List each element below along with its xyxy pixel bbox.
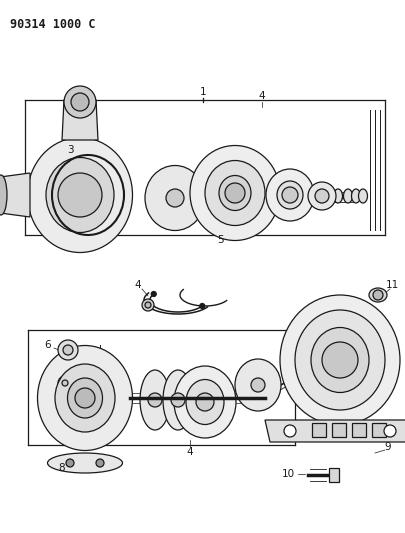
Circle shape [64,86,96,118]
Polygon shape [0,173,30,217]
Ellipse shape [174,366,236,438]
Text: 9: 9 [385,442,391,452]
Circle shape [66,459,74,467]
Circle shape [58,173,102,217]
Circle shape [251,378,265,392]
Ellipse shape [295,310,385,410]
Circle shape [384,425,396,437]
Ellipse shape [38,345,132,450]
Text: 7: 7 [42,378,48,388]
Circle shape [63,345,73,355]
Circle shape [196,393,214,411]
Circle shape [71,93,89,111]
Circle shape [58,340,78,360]
Text: 5: 5 [217,235,223,245]
Text: 90314 1000 C: 90314 1000 C [10,18,96,31]
Polygon shape [62,100,98,140]
Ellipse shape [145,166,205,230]
Circle shape [96,459,104,467]
Text: 4: 4 [187,447,193,457]
Bar [312,423,326,437]
Circle shape [373,290,383,300]
Ellipse shape [235,359,281,411]
Ellipse shape [205,160,265,225]
Bar [352,423,366,437]
Ellipse shape [333,189,343,203]
Text: 2: 2 [82,160,88,170]
Text: 6: 6 [45,340,51,350]
Bar [332,423,346,437]
Ellipse shape [140,370,170,430]
Ellipse shape [47,453,122,473]
Circle shape [145,302,151,308]
Ellipse shape [190,146,280,240]
Ellipse shape [186,379,224,424]
Circle shape [200,303,205,309]
Circle shape [171,393,185,407]
Bar [329,468,339,482]
Ellipse shape [163,370,193,430]
Circle shape [62,380,68,386]
Circle shape [58,376,72,390]
Text: 4: 4 [135,280,141,290]
Ellipse shape [369,288,387,302]
Ellipse shape [28,138,132,253]
Ellipse shape [55,364,115,432]
Circle shape [225,183,245,203]
Ellipse shape [343,189,352,203]
Ellipse shape [311,327,369,392]
Circle shape [282,187,298,203]
Ellipse shape [0,175,7,215]
Ellipse shape [277,181,303,209]
Ellipse shape [219,175,251,211]
Ellipse shape [358,189,367,203]
Text: 4: 4 [259,91,265,101]
Circle shape [148,393,162,407]
Circle shape [142,299,154,311]
Circle shape [151,292,156,296]
Circle shape [75,388,95,408]
Text: 10: 10 [281,469,294,479]
Text: 1: 1 [200,87,206,97]
Text: 11: 11 [386,280,399,290]
Ellipse shape [280,295,400,425]
Circle shape [284,425,296,437]
Circle shape [308,182,336,210]
Ellipse shape [352,189,360,203]
Ellipse shape [68,378,102,418]
Circle shape [322,342,358,378]
Text: 3: 3 [67,145,73,155]
Circle shape [166,189,184,207]
Ellipse shape [46,157,114,232]
Circle shape [315,189,329,203]
Ellipse shape [266,169,314,221]
Polygon shape [265,420,405,442]
Text: 8: 8 [59,463,65,473]
Bar [372,423,386,437]
